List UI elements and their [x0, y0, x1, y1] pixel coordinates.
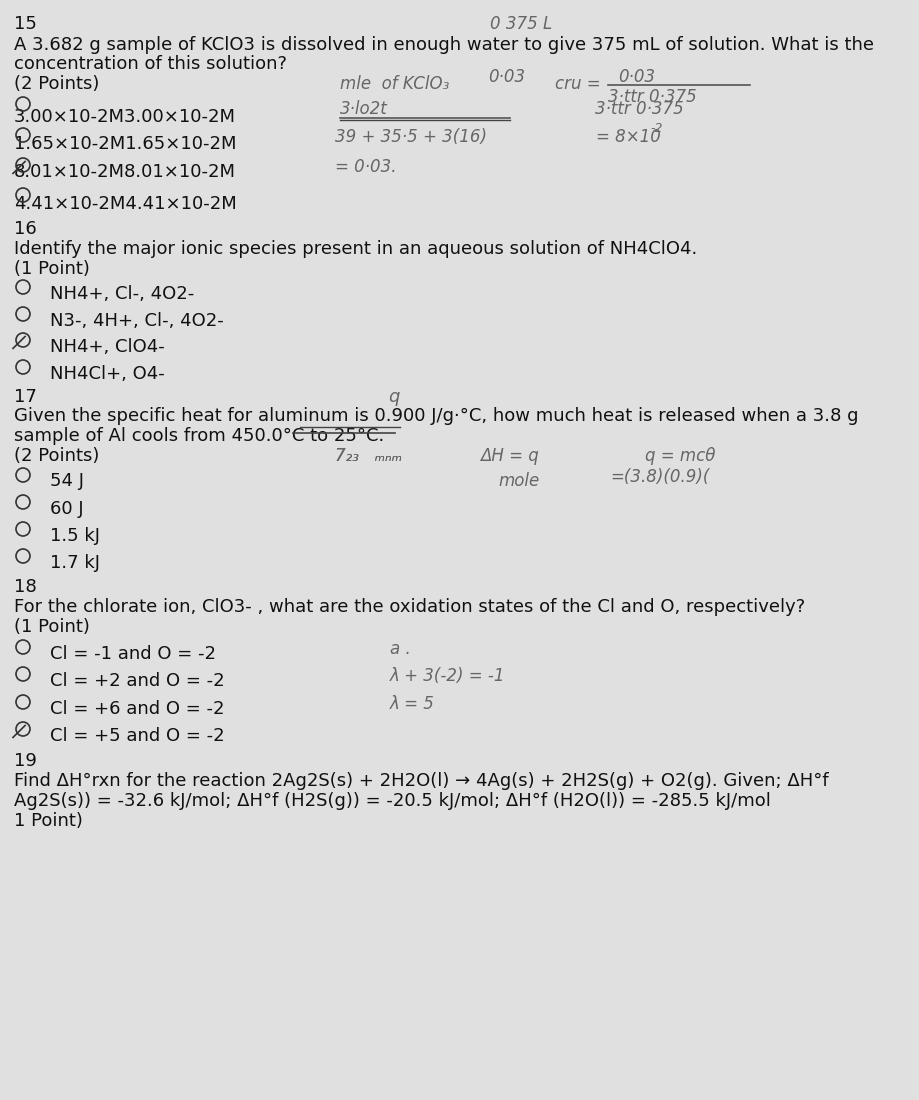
- Text: q: q: [388, 388, 399, 406]
- Text: For the chlorate ion, ClO3- , what are the oxidation states of the Cl and O, res: For the chlorate ion, ClO3- , what are t…: [14, 598, 804, 616]
- Text: (1 Point): (1 Point): [14, 618, 90, 636]
- Text: (2 Points): (2 Points): [14, 447, 99, 465]
- Text: 15: 15: [14, 15, 37, 33]
- Text: sample of Al cools from 450.0°C to 25°C.: sample of Al cools from 450.0°C to 25°C.: [14, 427, 384, 446]
- Text: Cl = +5 and O = -2: Cl = +5 and O = -2: [50, 727, 224, 745]
- Text: 0·03: 0·03: [487, 68, 525, 86]
- Text: A 3.682 g sample of KClO3 is dissolved in enough water to give 375 mL of solutio: A 3.682 g sample of KClO3 is dissolved i…: [14, 36, 873, 54]
- Text: 19: 19: [14, 752, 37, 770]
- Text: NH4+, ClO4-: NH4+, ClO4-: [50, 338, 165, 356]
- Text: Given the specific heat for aluminum is 0.900 J/g·°C, how much heat is released : Given the specific heat for aluminum is …: [14, 407, 857, 425]
- Text: Cl = -1 and O = -2: Cl = -1 and O = -2: [50, 645, 216, 663]
- Text: N3-, 4H+, Cl-, 4O2-: N3-, 4H+, Cl-, 4O2-: [50, 312, 223, 330]
- Text: Identify the major ionic species present in an aqueous solution of NH4ClO4.: Identify the major ionic species present…: [14, 240, 697, 258]
- Text: 4.41×10-2M4.41×10-2M: 4.41×10-2M4.41×10-2M: [14, 195, 236, 213]
- Text: 1.65×10-2M1.65×10-2M: 1.65×10-2M1.65×10-2M: [14, 135, 236, 153]
- Text: cru =: cru =: [554, 75, 600, 94]
- Text: concentration of this solution?: concentration of this solution?: [14, 55, 287, 73]
- Text: 3·ttr 0·375: 3·ttr 0·375: [595, 100, 683, 118]
- Text: Cl = +6 and O = -2: Cl = +6 and O = -2: [50, 700, 224, 718]
- Text: 7₂₃   ₘₙₘ: 7₂₃ ₘₙₘ: [335, 447, 402, 465]
- Text: 3·ttr 0·375: 3·ttr 0·375: [607, 88, 696, 106]
- Text: Cl = +2 and O = -2: Cl = +2 and O = -2: [50, 672, 224, 690]
- Text: 3.00×10-2M3.00×10-2M: 3.00×10-2M3.00×10-2M: [14, 108, 236, 126]
- Text: 0 375 L: 0 375 L: [490, 15, 551, 33]
- Text: 1.7 kJ: 1.7 kJ: [50, 554, 100, 572]
- Text: 7₂₃   ₘₙₘ: 7₂₃ ₘₙₘ: [335, 447, 402, 465]
- Text: (1 Point): (1 Point): [14, 260, 90, 278]
- Text: ΔH = q: ΔH = q: [480, 447, 539, 465]
- Text: = 8×10: = 8×10: [596, 128, 660, 146]
- Text: a .: a .: [390, 640, 410, 658]
- Text: q = mcθ: q = mcθ: [644, 447, 715, 465]
- Text: 16: 16: [14, 220, 37, 238]
- Text: λ + 3(-2) = -1: λ + 3(-2) = -1: [390, 667, 505, 685]
- Text: = 0·03.: = 0·03.: [335, 158, 396, 176]
- Text: 3·lo2t: 3·lo2t: [340, 100, 387, 118]
- Text: (2 Points): (2 Points): [14, 75, 99, 94]
- Text: λ = 5: λ = 5: [390, 695, 435, 713]
- Text: 0·03: 0·03: [618, 68, 654, 86]
- Text: 1.5 kJ: 1.5 kJ: [50, 527, 100, 544]
- Text: Ag2S(s)) = -32.6 kJ/mol; ΔH°f (H2S(g)) = -20.5 kJ/mol; ΔH°f (H2O(l)) = -285.5 kJ: Ag2S(s)) = -32.6 kJ/mol; ΔH°f (H2S(g)) =…: [14, 792, 770, 810]
- Text: 8.01×10-2M8.01×10-2M: 8.01×10-2M8.01×10-2M: [14, 163, 236, 182]
- Text: =(3.8)(0.9)(: =(3.8)(0.9)(: [609, 468, 709, 486]
- Text: 39 + 35·5 + 3(16): 39 + 35·5 + 3(16): [335, 128, 486, 146]
- Text: NH4+, Cl-, 4O2-: NH4+, Cl-, 4O2-: [50, 285, 194, 303]
- Text: mle  of KClO₃: mle of KClO₃: [340, 75, 448, 94]
- Text: 1 Point): 1 Point): [14, 812, 83, 830]
- Text: 54 J: 54 J: [50, 472, 84, 490]
- Text: 17: 17: [14, 388, 37, 406]
- Text: -2: -2: [650, 122, 662, 135]
- Text: mole: mole: [497, 472, 539, 490]
- Text: NH4Cl+, O4-: NH4Cl+, O4-: [50, 365, 165, 383]
- Text: 60 J: 60 J: [50, 500, 84, 518]
- Text: Find ΔH°rxn for the reaction 2Ag2S(s) + 2H2O(l) → 4Ag(s) + 2H2S(g) + O2(g). Give: Find ΔH°rxn for the reaction 2Ag2S(s) + …: [14, 772, 828, 790]
- Text: 18: 18: [14, 578, 37, 596]
